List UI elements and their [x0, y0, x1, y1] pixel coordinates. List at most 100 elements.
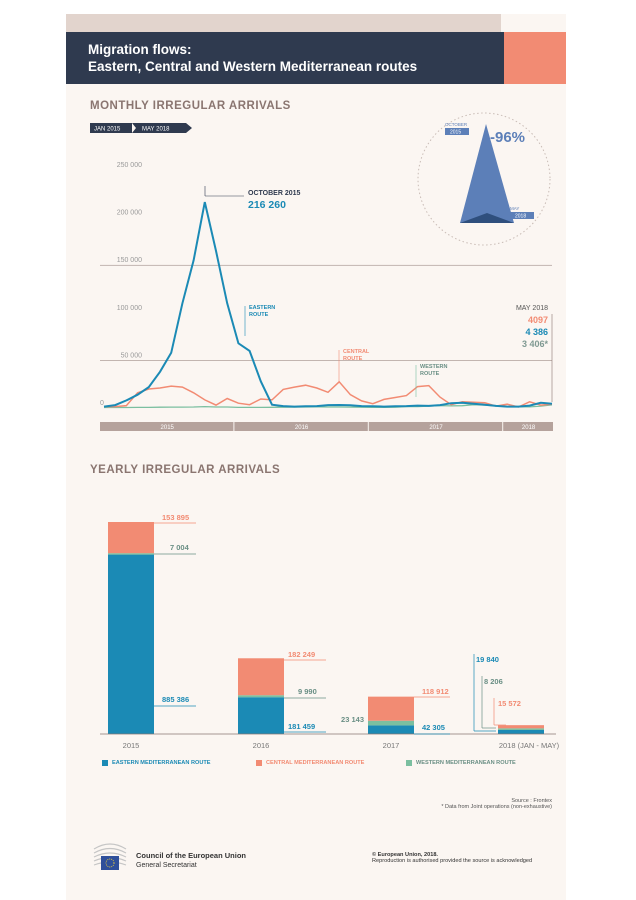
inset-top-year-bg	[445, 128, 469, 135]
label-2016-central: 182 249	[288, 650, 315, 659]
header-banner: Migration flows: Eastern, Central and We…	[66, 32, 566, 84]
monthly-section-title: MONTHLY IRREGULAR ARRIVALS	[90, 100, 291, 112]
inset-top-year: 2015	[450, 130, 461, 136]
bar-eastern	[498, 729, 544, 734]
may-western-value: 3 406*	[522, 339, 549, 349]
legend-western: WESTERN MEDITERRANEAN ROUTE	[406, 760, 516, 766]
footer-copyright: © European Union, 2018. Reproduction is …	[372, 852, 532, 864]
western-label-line2: ROUTE	[420, 371, 440, 377]
year-band-label: 2015	[161, 425, 175, 431]
yearly-bar-labels: 153 895 7 004 885 386 182 249 9 990 181 459 11…	[154, 513, 521, 735]
label-2015-central: 153 895	[162, 513, 189, 522]
header-accent-block	[504, 32, 566, 84]
year-band-segment	[368, 422, 503, 431]
yearly-section-title: YEARLY IRREGULAR ARRIVALS	[90, 464, 281, 476]
inset-circle	[417, 112, 551, 246]
label-2016-western: 9 990	[298, 687, 317, 696]
monthly-grid: 250 000 200 000 150 000 100 000 50 000 0	[100, 162, 552, 407]
legend-eastern-swatch	[102, 760, 108, 766]
legend-eastern: EASTERN MEDITERRANEAN ROUTE	[102, 760, 211, 766]
may-eastern-value: 4 386	[525, 327, 548, 337]
central-route-label: CENTRAL ROUTE	[338, 349, 370, 382]
bar-western	[498, 728, 544, 730]
bar-central	[368, 696, 414, 721]
inset-bottom-year: 2018	[515, 214, 526, 220]
label-2017-eastern: 42 305	[422, 723, 445, 732]
decline-inset: OCTOBER 2015 -96% MAY 2018	[417, 112, 551, 246]
category-label: 2015	[123, 741, 140, 750]
yearly-bar-chart: 153 895 7 004 885 386 182 249 9 990 181 459 11…	[100, 513, 560, 750]
y-tick-label: 250 000	[117, 162, 142, 169]
yearly-bars	[108, 522, 544, 734]
category-label: 2018 (JAN - MAY)	[499, 741, 560, 750]
western-route-label: WESTERN ROUTE	[415, 364, 448, 397]
eastern-route-label: EASTERN ROUTE	[244, 305, 275, 336]
peak-label: OCTOBER 2015	[248, 190, 300, 197]
label-2018-eastern: 19 840	[476, 655, 499, 664]
range-end-label: MAY 2018	[142, 127, 170, 133]
legend-eastern-label: EASTERN MEDITERRANEAN ROUTE	[112, 760, 211, 766]
bar-eastern	[108, 554, 154, 734]
legend-western-label: WESTERN MEDITERRANEAN ROUTE	[416, 760, 516, 766]
inset-bottom-year-bg	[510, 212, 534, 219]
copyright-line-1: © European Union, 2018.	[372, 852, 438, 858]
y-tick-label: 200 000	[117, 210, 142, 217]
may-2018-annotation: MAY 2018 4097 4 386 3 406*	[516, 305, 553, 402]
legend-central-label: CENTRAL MEDITERRANEAN ROUTE	[266, 760, 365, 766]
legend-western-swatch	[406, 760, 412, 766]
bar-central	[498, 725, 544, 729]
y-tick-label: 50 000	[121, 352, 143, 359]
label-2017-western: 23 143	[341, 715, 364, 724]
peak-annotation: OCTOBER 2015 216 260	[204, 186, 300, 211]
y-tick-label: 150 000	[117, 257, 142, 264]
central-route-line	[104, 380, 553, 408]
eu-flag-icon	[101, 856, 119, 870]
year-band-label: 2016	[295, 425, 309, 431]
legend-central: CENTRAL MEDITERRANEAN ROUTE	[256, 760, 364, 766]
source-line-1: Source : Frontex	[511, 798, 552, 804]
eastern-label-line2: ROUTE	[249, 312, 269, 318]
year-band-segment	[100, 422, 234, 431]
western-label-line1: WESTERN	[420, 364, 448, 370]
may-label: MAY 2018	[516, 305, 548, 312]
inset-bottom-label: MAY	[510, 206, 519, 211]
source-line-2: * Data from Joint operations (non-exhaus…	[441, 804, 552, 810]
central-label-line1: CENTRAL	[343, 349, 370, 355]
range-pill-end-bg	[132, 123, 192, 133]
label-2018-central: 15 572	[498, 699, 521, 708]
central-label-line2: ROUTE	[343, 356, 363, 362]
top-tab-decoration	[66, 14, 501, 32]
footer-org-name: Council of the European Union	[136, 851, 246, 860]
bar-eastern	[368, 725, 414, 734]
copyright-line-2: Reproduction is authorised provided the …	[372, 858, 533, 864]
year-band-label: 2017	[429, 425, 443, 431]
bar-central	[238, 658, 284, 696]
inset-top-label: OCTOBER	[445, 122, 468, 127]
title-line-1: Migration flows:	[88, 42, 192, 57]
page-title: Migration flows: Eastern, Central and We…	[88, 41, 417, 75]
year-band: 2015 2016 2017 2018	[100, 422, 553, 431]
label-2015-western: 7 004	[170, 543, 190, 552]
label-2016-eastern: 181 459	[288, 722, 315, 731]
date-range-pill: JAN 2015 MAY 2018	[90, 123, 192, 133]
range-pill-start-bg	[90, 123, 132, 133]
footer-org-sub: General Secretariat	[136, 862, 197, 869]
bar-western	[108, 553, 154, 555]
inset-percent: -96%	[490, 129, 525, 146]
label-2015-eastern: 885 386	[162, 695, 189, 704]
yearly-category-labels: 2015 2016 2017 2018 (JAN - MAY)	[123, 741, 560, 750]
category-label: 2017	[383, 741, 400, 750]
header-dark-block: Migration flows: Eastern, Central and We…	[66, 32, 504, 84]
legend-central-swatch	[256, 760, 262, 766]
y-tick-label: 100 000	[117, 305, 142, 312]
category-label: 2016	[253, 741, 270, 750]
bar-central	[108, 522, 154, 554]
eastern-label-line1: EASTERN	[249, 305, 275, 311]
peak-value: 216 260	[248, 199, 286, 211]
may-central-value: 4097	[528, 315, 548, 325]
bar-western	[368, 720, 414, 726]
range-start-label: JAN 2015	[94, 127, 121, 133]
infographic-page: Migration flows: Eastern, Central and We…	[66, 14, 566, 900]
council-logo	[93, 843, 127, 870]
decline-triangle	[460, 124, 514, 223]
